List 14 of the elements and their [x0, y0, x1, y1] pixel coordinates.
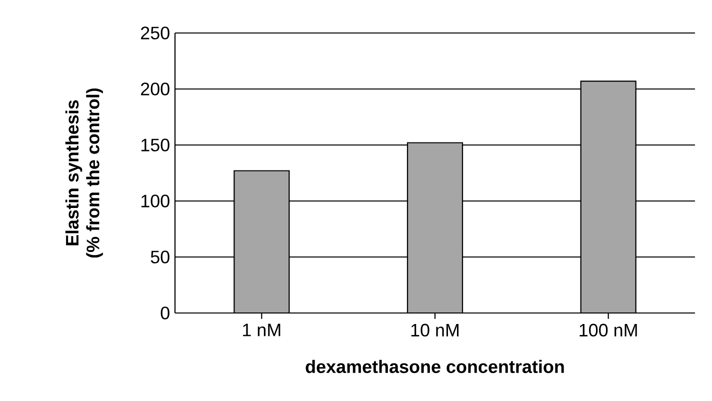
bar [406, 142, 464, 313]
bar [234, 170, 290, 313]
y-tick-label: 0 [160, 306, 170, 320]
bar [580, 80, 636, 313]
x-tick-label: 1 nM [243, 324, 280, 336]
y-tick-label: 250 [141, 26, 170, 40]
x-tick-label: 100 nM [580, 324, 637, 337]
y-tick-label: 200 [141, 82, 170, 96]
x-tick-label: 10 nM [411, 324, 459, 337]
y-tick-label: 100 [141, 194, 170, 208]
y-axis-title: Elastin synthesis (% from the control) [65, 88, 103, 258]
y-tick-label: 50 [150, 250, 170, 264]
x-axis-title: dexamethasone concentration [306, 360, 564, 374]
y-tick-label: 150 [141, 138, 170, 152]
